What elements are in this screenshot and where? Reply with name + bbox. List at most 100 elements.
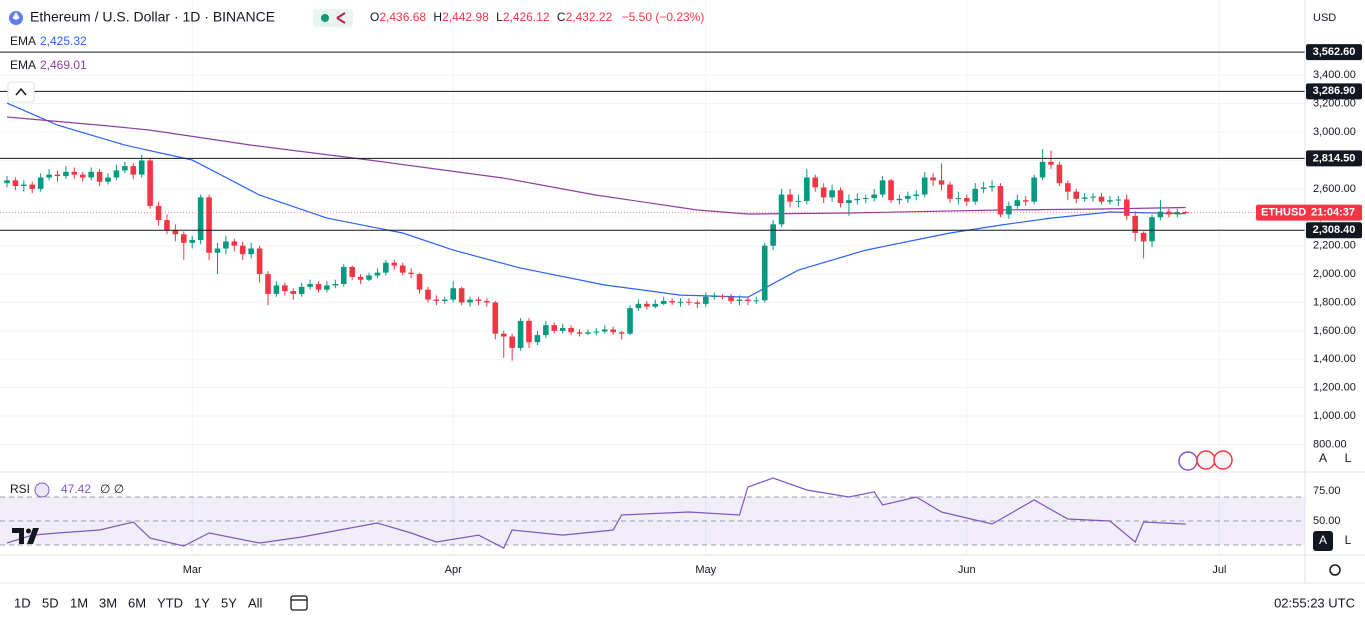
y-tick-label: 3,400.00	[1313, 69, 1356, 81]
candle-body	[1039, 161, 1046, 178]
candle-body	[4, 180, 10, 184]
level-label-bg	[1306, 222, 1362, 239]
grid	[0, 0, 1305, 555]
candle-body	[989, 186, 995, 188]
logo	[12, 528, 39, 544]
candle-body	[239, 245, 246, 255]
event-icon[interactable]	[1213, 450, 1233, 470]
ohlc-key: L	[496, 10, 503, 24]
candle-body	[172, 230, 179, 235]
candle-body	[1123, 199, 1130, 216]
candle-body	[492, 302, 499, 334]
candle-body	[778, 194, 785, 225]
ohlc-key: H	[433, 10, 442, 24]
auto-scale-button-bg[interactable]	[1313, 531, 1333, 551]
candle-body	[366, 275, 372, 280]
x-tick-label: Jul	[1212, 564, 1226, 576]
range-button[interactable]: 1M	[70, 595, 88, 610]
event-icon[interactable]	[1196, 450, 1216, 470]
candle-body	[12, 180, 19, 187]
candle-body	[29, 184, 36, 189]
candle-body	[862, 198, 869, 200]
candle-body	[1006, 205, 1012, 215]
rsi-tick-label: 50.00	[1313, 515, 1341, 527]
candle-body	[340, 266, 347, 284]
market-open-dot	[321, 14, 329, 22]
ohlc-key: O	[370, 10, 379, 24]
share-icon	[336, 12, 346, 24]
candle-body	[214, 248, 221, 253]
candle-body	[787, 194, 793, 202]
candle-body	[972, 188, 979, 202]
candle-body	[1073, 191, 1080, 199]
candle-body	[753, 300, 760, 302]
auto-scale-button[interactable]: A	[1319, 533, 1327, 547]
candle-body	[475, 299, 482, 302]
ohlc-value: 2,436.68	[379, 10, 426, 24]
candle-body	[105, 177, 111, 182]
ohlc-legend: O2,436.68 H2,442.98 L2,426.12 C2,432.22 …	[370, 10, 704, 24]
auto-scale-button[interactable]: A	[1319, 451, 1327, 465]
x-tick-label: Mar	[183, 564, 202, 576]
settings-icon[interactable]	[1329, 564, 1341, 576]
candle-body	[54, 174, 61, 177]
candle-body	[416, 274, 423, 290]
candle-body	[408, 272, 414, 275]
candle-body	[601, 329, 608, 332]
candle-body	[1098, 196, 1105, 202]
candle-body	[433, 299, 440, 302]
range-button[interactable]: All	[248, 595, 263, 610]
candle-body	[534, 335, 541, 343]
rsi-icon[interactable]	[34, 482, 50, 498]
candle-body	[543, 325, 549, 336]
range-button[interactable]: 3M	[99, 595, 117, 610]
candle-body	[980, 187, 987, 189]
y-tick-label: 3,000.00	[1313, 126, 1356, 138]
candle-body	[686, 301, 692, 303]
indicator-name: EMA	[10, 34, 36, 48]
range-button[interactable]: 1D	[14, 595, 31, 610]
candle-body	[736, 299, 743, 302]
candle-body	[231, 241, 238, 246]
candle-body	[652, 303, 659, 307]
candle-body	[677, 301, 684, 303]
candle-body	[669, 301, 675, 303]
candle-body	[180, 234, 187, 243]
candle-body	[921, 177, 928, 195]
candle-body	[96, 171, 103, 182]
range-button[interactable]: 6M	[128, 595, 146, 610]
ohlc-key: C	[557, 10, 566, 24]
log-scale-button[interactable]: L	[1345, 451, 1352, 465]
symbol-icon-glyph	[12, 12, 20, 20]
candle-body	[745, 299, 751, 302]
candle-body	[517, 320, 524, 348]
candle-body	[1022, 200, 1029, 202]
range-button[interactable]: 5D	[42, 595, 59, 610]
candle-body	[1157, 211, 1164, 218]
candle-body	[88, 171, 94, 178]
level-label: 3,286.90	[1313, 85, 1356, 97]
range-button[interactable]: YTD	[157, 595, 183, 610]
collapse-button[interactable]	[7, 81, 35, 103]
candle-body	[938, 180, 945, 185]
candle-body	[425, 289, 431, 300]
candle-body	[871, 194, 877, 199]
event-icon[interactable]	[1178, 451, 1198, 471]
candle-body	[568, 328, 574, 333]
rsi-name: RSI	[10, 482, 30, 496]
candle-body	[155, 205, 162, 221]
date-range-icon[interactable]	[290, 595, 308, 611]
level-label-bg	[1306, 83, 1362, 100]
currency[interactable]: USD	[1313, 12, 1336, 24]
candle-body	[1166, 211, 1172, 215]
range-button[interactable]: 5Y	[221, 595, 237, 610]
range-button[interactable]: 1Y	[194, 595, 210, 610]
y-tick-label: 1,600.00	[1313, 325, 1356, 337]
indicator-value: 2,425.32	[40, 34, 87, 48]
candle-body	[947, 184, 953, 199]
candle-body	[585, 332, 591, 334]
candle-body	[837, 190, 844, 204]
indicator-name: EMA	[10, 58, 36, 72]
status-badge[interactable]	[313, 9, 353, 27]
log-scale-button[interactable]: L	[1345, 533, 1352, 547]
